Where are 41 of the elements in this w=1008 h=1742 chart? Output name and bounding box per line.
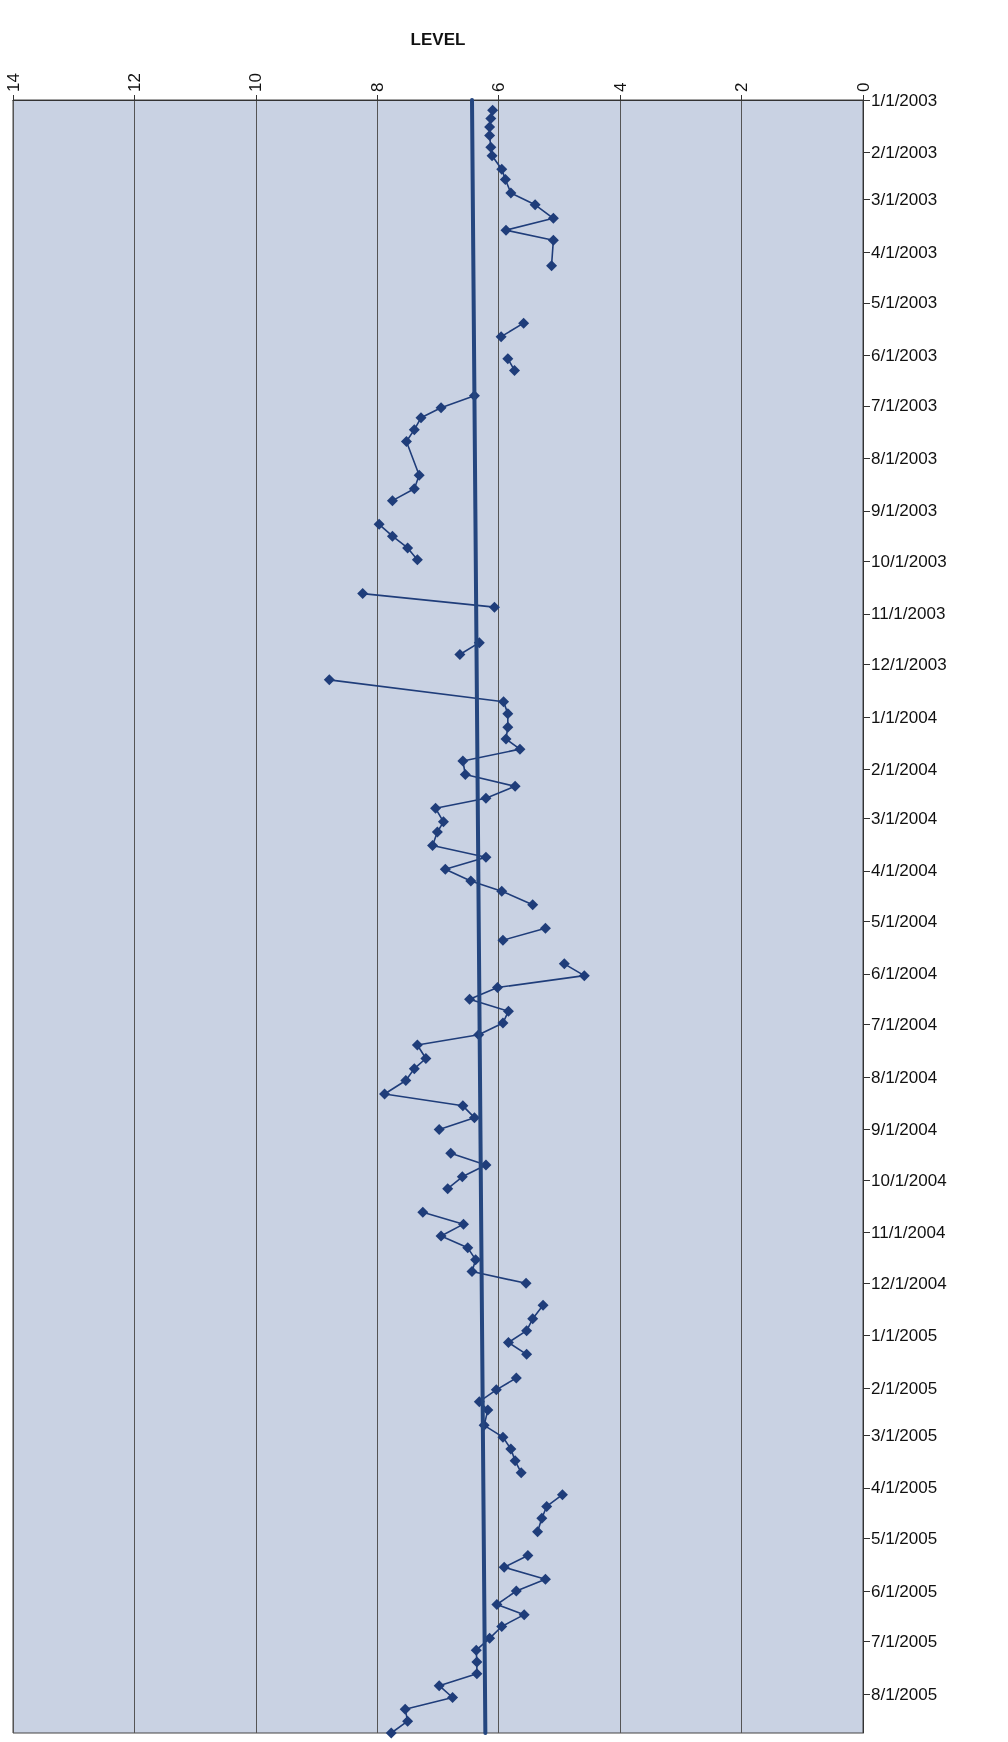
y-tick-label: 3/1/2003: [871, 190, 938, 210]
y-tick-label: 6/1/2003: [871, 345, 938, 365]
y-tick-label: 8/1/2005: [871, 1684, 938, 1704]
y-tick-label: 6/1/2005: [871, 1581, 938, 1601]
y-tick-label: 2/1/2003: [871, 142, 938, 162]
y-tick-label: 4/1/2003: [871, 242, 938, 262]
y-tick-label: 4/1/2005: [871, 1478, 938, 1498]
y-tick-label: 10/1/2004: [871, 1170, 947, 1190]
x-tick-label: 4: [610, 82, 630, 92]
y-tick-label: 2/1/2004: [871, 759, 938, 779]
y-tick-label: 5/1/2003: [871, 293, 938, 313]
y-tick-label: 12/1/2003: [871, 655, 947, 675]
x-tick-label: 8: [367, 82, 387, 92]
y-tick-label: 12/1/2004: [871, 1273, 947, 1293]
y-tick-label: 7/1/2004: [871, 1015, 938, 1035]
x-tick-label: 0: [853, 82, 873, 92]
y-tick-label: 2/1/2005: [871, 1378, 938, 1398]
y-tick-label: 11/1/2004: [871, 1223, 946, 1243]
y-tick-label: 6/1/2004: [871, 964, 938, 984]
x-tick-label: 10: [246, 73, 266, 92]
y-tick-label: 1/1/2005: [871, 1326, 938, 1346]
y-tick-label: 5/1/2005: [871, 1529, 938, 1549]
y-tick-label: 1/1/2003: [871, 90, 938, 110]
y-tick-label: 11/1/2003: [871, 604, 946, 624]
x-tick-label: 14: [3, 73, 23, 92]
x-axis-title: LEVEL: [410, 30, 466, 49]
y-tick-label: 7/1/2005: [871, 1632, 938, 1652]
x-tick-label: 6: [489, 82, 509, 92]
y-tick-label: 8/1/2003: [871, 448, 938, 468]
y-tick-label: 7/1/2003: [871, 396, 938, 416]
y-tick-label: 9/1/2003: [871, 501, 938, 521]
y-tick-label: 3/1/2004: [871, 808, 938, 828]
y-tick-label: 1/1/2004: [871, 707, 938, 727]
y-tick-label: 4/1/2004: [871, 861, 938, 881]
x-tick-label: 12: [124, 73, 144, 92]
x-tick-label: 2: [732, 82, 752, 92]
y-tick-label: 3/1/2005: [871, 1425, 938, 1445]
y-tick-label: 9/1/2004: [871, 1120, 938, 1139]
y-tick-label: 5/1/2004: [871, 912, 938, 932]
y-tick-label: 8/1/2004: [871, 1067, 938, 1087]
y-tick-label: 10/1/2003: [871, 552, 947, 571]
